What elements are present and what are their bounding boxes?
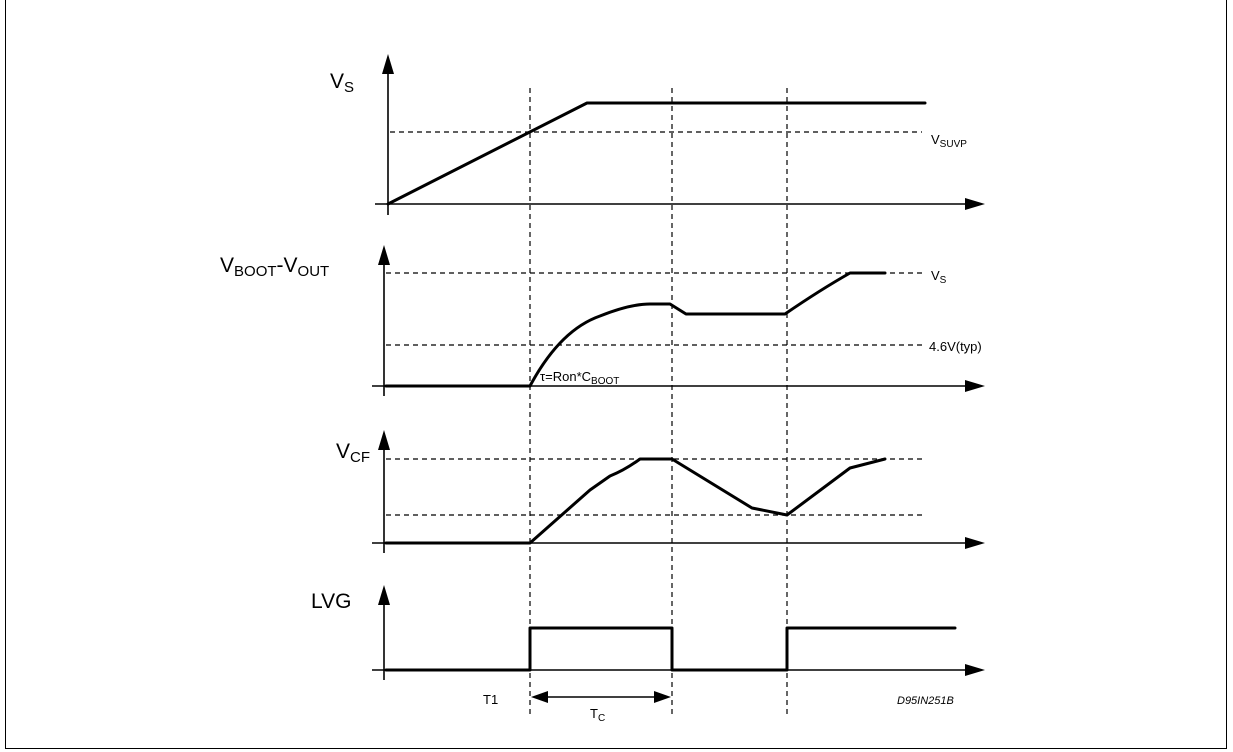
vs-reference-label: VS bbox=[931, 268, 947, 286]
t1-label: T1 bbox=[483, 692, 498, 707]
vcf-label: VCF bbox=[336, 440, 370, 466]
tau-label: τ=Ron*CBOOT bbox=[540, 369, 619, 387]
vboot-vout-waveform bbox=[384, 271, 887, 388]
vboot-vout-panel: VBOOT-VOUT VS 4.6V(typ) τ=Ron*CBOOT bbox=[220, 245, 985, 396]
tc-arrow-right bbox=[654, 691, 671, 703]
figure-code: D95IN251B bbox=[897, 695, 954, 707]
vs-panel: VS VSUVP bbox=[330, 54, 985, 215]
vcf-x-axis-arrow bbox=[965, 537, 985, 549]
vcf-panel: VCF bbox=[336, 430, 985, 553]
vboot-vout-label: VBOOT-VOUT bbox=[220, 254, 329, 280]
vcf-y-axis-arrow bbox=[378, 430, 390, 450]
vboot-y-axis-arrow bbox=[378, 245, 390, 265]
timing-annotations: T1 TC D95IN251B bbox=[483, 691, 954, 724]
tc-label: TC bbox=[590, 706, 605, 724]
diagram-frame bbox=[5, 0, 1227, 749]
vcf-waveform bbox=[384, 457, 887, 545]
vs-label: VS bbox=[330, 70, 354, 96]
typ-reference-label: 4.6V(typ) bbox=[929, 339, 982, 354]
vs-waveform bbox=[386, 101, 927, 206]
vboot-x-axis-arrow bbox=[965, 380, 985, 392]
vs-y-axis-arrow bbox=[382, 54, 394, 74]
lvg-panel: LVG bbox=[311, 585, 985, 680]
vs-x-axis-arrow bbox=[965, 198, 985, 210]
lvg-x-axis-arrow bbox=[965, 664, 985, 676]
lvg-waveform bbox=[384, 626, 957, 672]
lvg-label: LVG bbox=[311, 590, 351, 613]
lvg-y-axis-arrow bbox=[378, 585, 390, 605]
tc-arrow-left bbox=[531, 691, 548, 703]
vsuvp-label: VSUVP bbox=[931, 132, 967, 150]
